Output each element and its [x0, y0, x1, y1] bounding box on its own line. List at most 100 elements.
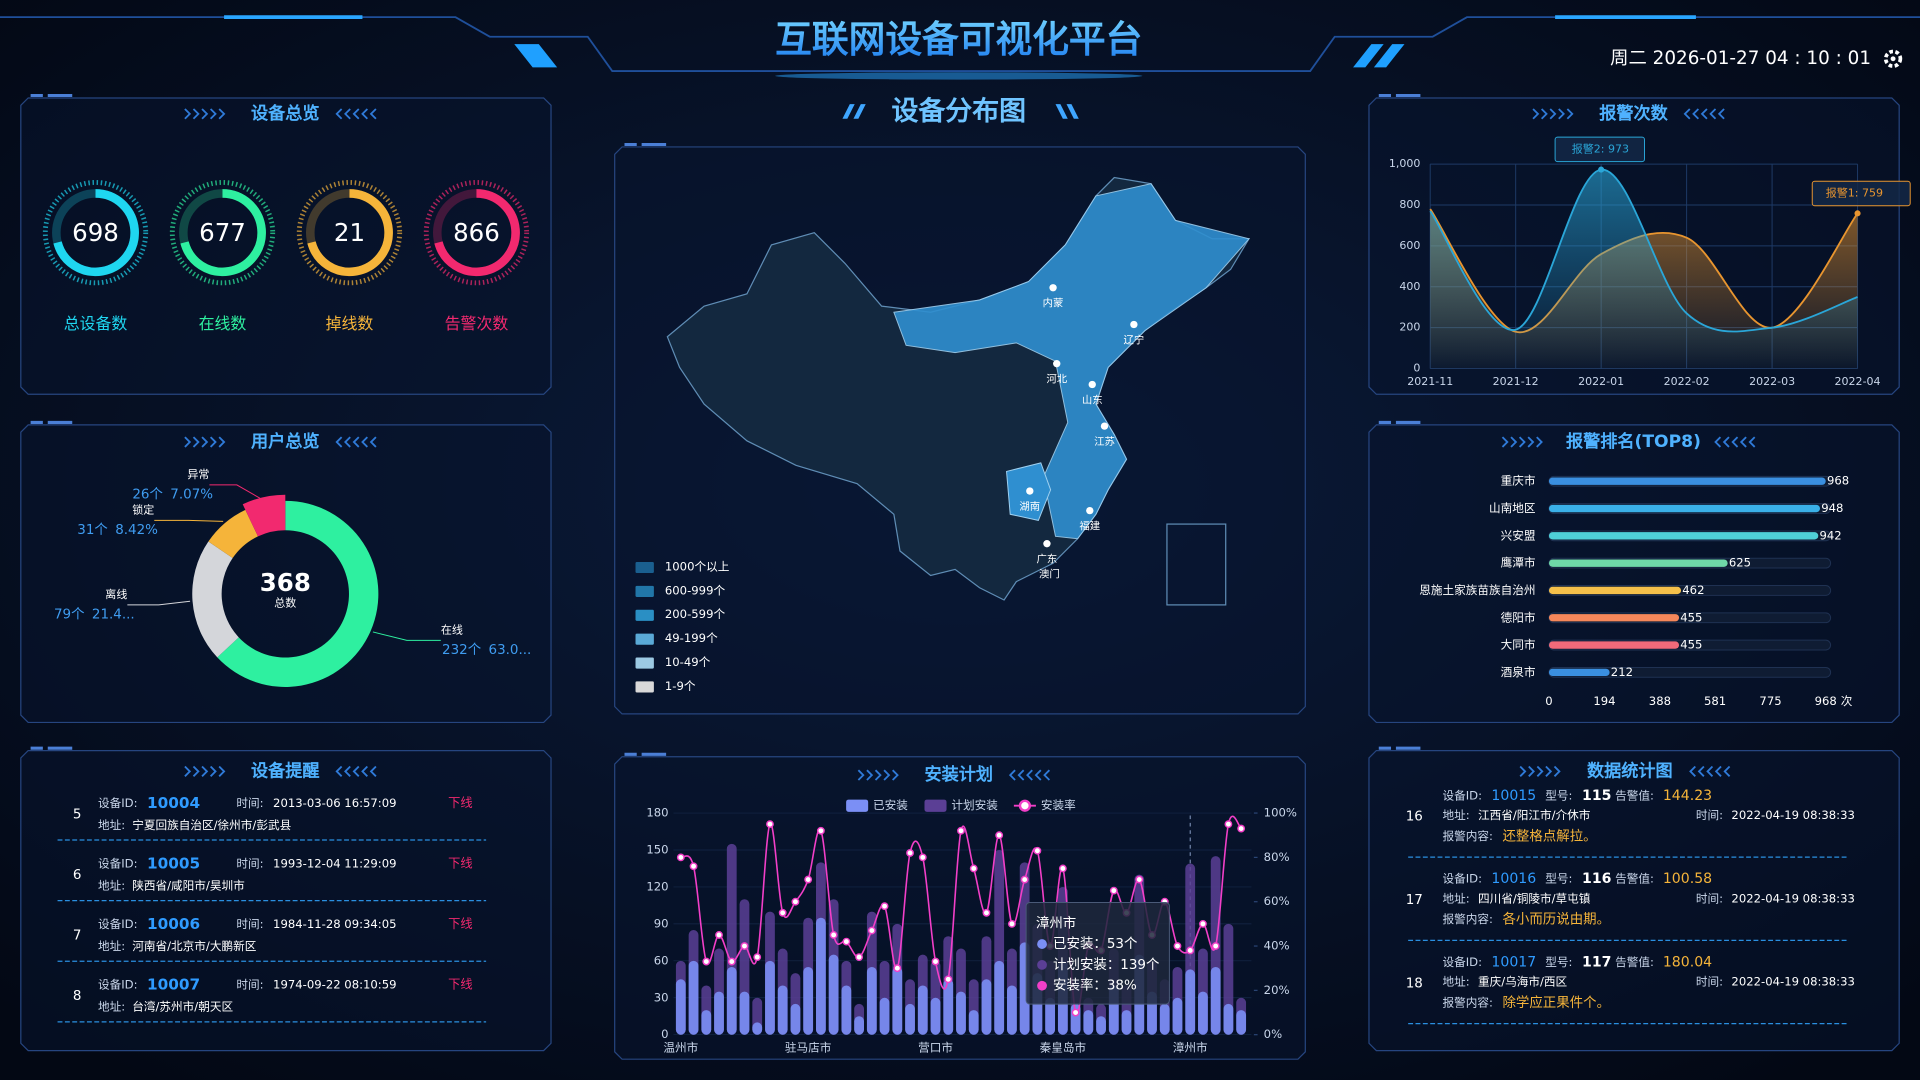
- title-chevron: [184, 108, 192, 120]
- rate-point: [1237, 824, 1246, 833]
- slice-value: 31个 8.42%: [77, 522, 158, 538]
- x-tick-label: 0: [1545, 694, 1552, 708]
- map-point: [1053, 360, 1061, 368]
- title-chevron: [1697, 765, 1705, 777]
- alarm-value: 100.58: [1663, 871, 1712, 887]
- rate-point: [829, 931, 838, 939]
- percent-label: 63.0...: [489, 643, 532, 658]
- settings-icon[interactable]: [1883, 49, 1903, 68]
- title-chevron: [192, 108, 200, 120]
- y-tick-label: 0: [1413, 362, 1420, 375]
- tooltip-text: 报警2: 973: [1572, 141, 1629, 155]
- bar: [930, 997, 941, 1035]
- title-chevron: [192, 765, 200, 777]
- status: 下线: [448, 856, 472, 870]
- title-chevron: [1528, 765, 1535, 777]
- gauge-label: 总设备数: [64, 314, 128, 333]
- bar: [816, 917, 826, 1035]
- header-decoration: [0, 15, 1920, 80]
- gauge-outer: [296, 180, 403, 286]
- tooltip-title: 漳州市: [1036, 914, 1076, 931]
- field-label: 设备ID:: [1442, 872, 1482, 886]
- bar-value: 455: [1680, 638, 1702, 652]
- bar: [1198, 991, 1208, 1035]
- donut-slice: [242, 494, 286, 537]
- title-chevron: [1501, 436, 1509, 448]
- title-chevron: [1518, 436, 1526, 448]
- rate-point: [740, 942, 749, 950]
- y-tick-label: 800: [1399, 198, 1420, 211]
- legend-label: 1-9个: [665, 679, 696, 693]
- address: 四川省/铜陵市/草屯镇: [1478, 891, 1591, 905]
- tooltip-box: [1025, 901, 1170, 1005]
- title-chevron: [857, 769, 865, 781]
- bar-category: 恩施土家族苗族自治州: [1419, 583, 1535, 597]
- bar-value: 455: [1680, 610, 1702, 624]
- field-label: 地址:: [1442, 975, 1469, 989]
- field-label: 报警内容:: [1442, 829, 1492, 843]
- row-index: 5: [73, 807, 82, 822]
- x-tick-label: 968: [1815, 694, 1837, 708]
- title-chevron: [352, 765, 360, 777]
- field-label: 型号:: [1545, 872, 1572, 886]
- legend-label: 1000个以上: [665, 559, 730, 573]
- alarm-content: 各小而历说由期。: [1502, 912, 1610, 928]
- map-point: [1086, 506, 1094, 515]
- x-tick-label: 2021-11: [1407, 375, 1453, 388]
- title-chevron: [369, 436, 377, 448]
- field-label: 告警值:: [1615, 872, 1654, 886]
- field-label: 设备ID:: [98, 796, 138, 810]
- bar: [1548, 532, 1819, 540]
- panel-title: 报警排名(TOP8): [1566, 431, 1701, 452]
- field-label: 地址:: [98, 878, 125, 892]
- title-chevron: [201, 108, 209, 120]
- title-chevron: [1549, 108, 1557, 120]
- tooltip-line: 已安装：53个: [1053, 936, 1138, 952]
- bar-value: 462: [1682, 583, 1704, 597]
- bar: [1121, 1010, 1132, 1035]
- title-chevron: [201, 765, 209, 777]
- x-tick-label: 2022-04: [1835, 375, 1881, 388]
- bar: [828, 954, 839, 1035]
- gauge-outer: [423, 180, 530, 286]
- rate-point: [791, 897, 800, 906]
- rate-point: [753, 953, 762, 962]
- legend-label: 600-999个: [665, 583, 726, 597]
- title-chevron: [1034, 769, 1042, 781]
- map-point: [1043, 540, 1051, 548]
- gauge-label: 告警次数: [445, 314, 509, 333]
- title-chevron: [1536, 436, 1543, 448]
- model: 116: [1582, 871, 1612, 887]
- slice-value: 232个 63.0...: [442, 642, 531, 658]
- map-label: 内蒙: [1043, 297, 1064, 310]
- gauge-arc: [307, 189, 393, 277]
- y-tick-label: 0: [661, 1027, 668, 1041]
- title-chevron: [874, 769, 882, 781]
- leader-line: [127, 600, 191, 606]
- field-label: 告警值:: [1615, 955, 1654, 969]
- rate-point: [715, 931, 723, 939]
- legend-swatch: [924, 799, 947, 812]
- x-tick-label: 581: [1704, 694, 1726, 708]
- bar: [956, 991, 966, 1035]
- map-label: 福建: [1079, 520, 1100, 533]
- bar-category: 鹰潭市: [1501, 556, 1536, 570]
- legend-swatch: [635, 585, 654, 597]
- line: [1429, 168, 1858, 333]
- rate-point: [1186, 946, 1195, 955]
- legend-dot: [1018, 799, 1032, 812]
- title-chevron: [1566, 108, 1574, 120]
- bar: [675, 979, 686, 1035]
- rate-point: [893, 964, 902, 973]
- time-value: 2022-04-19 08:38:33: [1731, 891, 1854, 905]
- map-label: 辽宁: [1123, 333, 1144, 346]
- map-inset: [1166, 523, 1227, 606]
- gauge-outer: [42, 180, 149, 286]
- device-id: 10004: [147, 794, 200, 812]
- slice-label: 异常: [187, 468, 209, 481]
- panel-title: 报警次数: [1599, 103, 1668, 124]
- time-value: 2022-04-19 08:38:33: [1731, 808, 1854, 822]
- map-label: 江苏: [1094, 435, 1115, 448]
- donut-total-label: 总数: [274, 596, 296, 610]
- time-value: 1993-12-04 11:29:09: [273, 856, 396, 870]
